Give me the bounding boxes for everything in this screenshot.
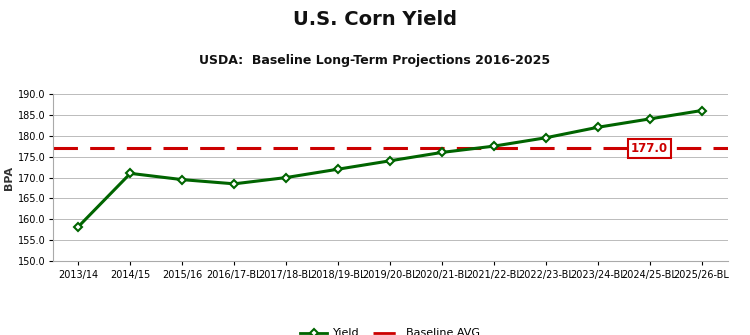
Legend: Yield, Baseline AVG: Yield, Baseline AVG [296, 324, 484, 335]
Text: 177.0: 177.0 [631, 142, 668, 155]
Y-axis label: BPA: BPA [4, 165, 13, 190]
Text: USDA:  Baseline Long-Term Projections 2016-2025: USDA: Baseline Long-Term Projections 201… [200, 54, 550, 67]
Text: U.S. Corn Yield: U.S. Corn Yield [293, 10, 457, 29]
